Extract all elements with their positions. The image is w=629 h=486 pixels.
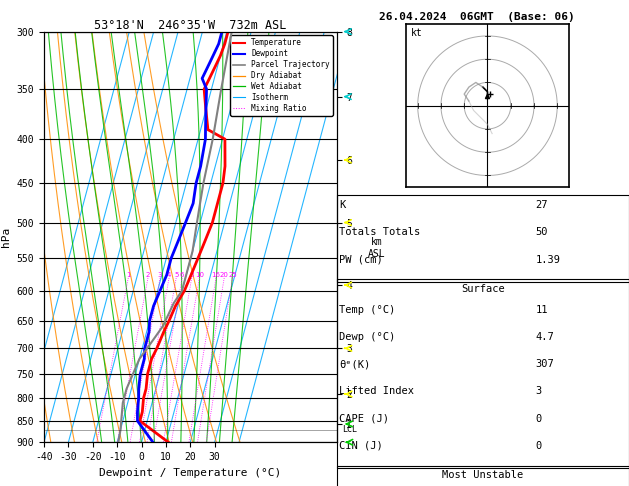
Text: Surface: Surface — [461, 284, 504, 295]
Text: LCL: LCL — [342, 425, 357, 434]
Text: 3: 3 — [535, 386, 542, 397]
Legend: Temperature, Dewpoint, Parcel Trajectory, Dry Adiabat, Wet Adiabat, Isotherm, Mi: Temperature, Dewpoint, Parcel Trajectory… — [230, 35, 333, 116]
Text: 3: 3 — [158, 272, 162, 278]
Y-axis label: km
ASL: km ASL — [369, 237, 386, 259]
Text: 2: 2 — [146, 272, 150, 278]
Text: Dewp (°C): Dewp (°C) — [340, 332, 396, 342]
Text: Lifted Index: Lifted Index — [340, 386, 415, 397]
Bar — [337, 279, 629, 468]
Text: 11: 11 — [535, 305, 548, 315]
Text: 26.04.2024  06GMT  (Base: 06): 26.04.2024 06GMT (Base: 06) — [379, 12, 575, 22]
Text: 6: 6 — [180, 272, 184, 278]
Text: Most Unstable: Most Unstable — [442, 470, 523, 481]
Bar — [337, 195, 629, 282]
Text: 4.7: 4.7 — [535, 332, 554, 342]
Bar — [337, 466, 629, 486]
Text: 8: 8 — [189, 272, 194, 278]
Text: 50: 50 — [535, 227, 548, 238]
Text: 5: 5 — [174, 272, 179, 278]
Text: 16: 16 — [211, 272, 221, 278]
Text: Totals Totals: Totals Totals — [340, 227, 421, 238]
Text: 25: 25 — [228, 272, 237, 278]
Text: Temp (°C): Temp (°C) — [340, 305, 396, 315]
Text: 1.39: 1.39 — [535, 255, 560, 265]
Text: kt: kt — [411, 28, 423, 38]
Text: 0: 0 — [535, 414, 542, 424]
Text: 307: 307 — [535, 359, 554, 369]
Text: CAPE (J): CAPE (J) — [340, 414, 389, 424]
X-axis label: Dewpoint / Temperature (°C): Dewpoint / Temperature (°C) — [99, 468, 281, 478]
Text: 10: 10 — [195, 272, 204, 278]
Text: θᵉ(K): θᵉ(K) — [340, 359, 370, 369]
Text: CIN (J): CIN (J) — [340, 441, 383, 451]
Text: K: K — [340, 200, 346, 210]
Text: PW (cm): PW (cm) — [340, 255, 383, 265]
Text: 20: 20 — [220, 272, 228, 278]
Text: 0: 0 — [535, 441, 542, 451]
Text: 1: 1 — [126, 272, 131, 278]
Y-axis label: hPa: hPa — [1, 227, 11, 247]
Title: 53°18'N  246°35'W  732m ASL: 53°18'N 246°35'W 732m ASL — [94, 18, 286, 32]
Text: 4: 4 — [167, 272, 171, 278]
Text: 27: 27 — [535, 200, 548, 210]
